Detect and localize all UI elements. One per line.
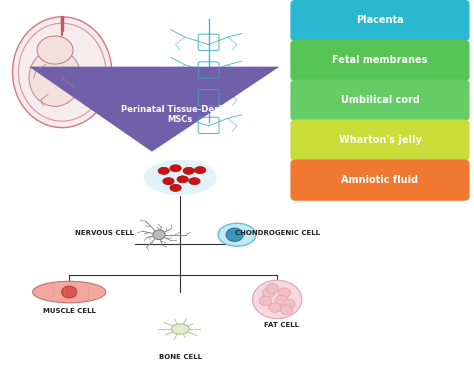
Text: Fetal membranes: Fetal membranes bbox=[332, 55, 428, 65]
Text: MUSCLE CELL: MUSCLE CELL bbox=[43, 308, 96, 314]
Text: FAT CELL: FAT CELL bbox=[264, 322, 300, 328]
Ellipse shape bbox=[218, 223, 256, 246]
Ellipse shape bbox=[12, 17, 112, 128]
Ellipse shape bbox=[144, 160, 217, 195]
Ellipse shape bbox=[29, 49, 81, 106]
Ellipse shape bbox=[194, 166, 206, 174]
Ellipse shape bbox=[183, 167, 194, 174]
Text: Placenta: Placenta bbox=[356, 15, 404, 25]
Ellipse shape bbox=[163, 178, 174, 185]
Polygon shape bbox=[29, 67, 280, 151]
FancyBboxPatch shape bbox=[291, 80, 470, 121]
Ellipse shape bbox=[177, 176, 188, 183]
Text: Perinatal Tissue-Derived
MSCs: Perinatal Tissue-Derived MSCs bbox=[121, 105, 239, 125]
Text: CHONDROGENIC CELL: CHONDROGENIC CELL bbox=[235, 230, 319, 236]
Circle shape bbox=[62, 286, 77, 298]
Circle shape bbox=[266, 283, 279, 293]
Text: NERVOUS CELL: NERVOUS CELL bbox=[75, 230, 134, 236]
Text: BONE CELL: BONE CELL bbox=[159, 354, 202, 360]
Text: Amniotic fluid: Amniotic fluid bbox=[341, 175, 419, 185]
FancyBboxPatch shape bbox=[291, 159, 470, 201]
Text: Wharton's jelly: Wharton's jelly bbox=[338, 135, 421, 145]
Circle shape bbox=[281, 305, 293, 315]
Circle shape bbox=[37, 36, 73, 64]
Circle shape bbox=[253, 280, 302, 319]
Circle shape bbox=[263, 288, 275, 298]
FancyBboxPatch shape bbox=[291, 120, 470, 161]
Ellipse shape bbox=[170, 184, 181, 191]
FancyBboxPatch shape bbox=[291, 40, 470, 81]
Ellipse shape bbox=[171, 324, 189, 334]
Ellipse shape bbox=[189, 178, 200, 185]
Circle shape bbox=[259, 296, 272, 306]
Text: Umbilical cord: Umbilical cord bbox=[340, 95, 419, 105]
Ellipse shape bbox=[170, 165, 181, 172]
Circle shape bbox=[276, 295, 288, 305]
FancyBboxPatch shape bbox=[291, 0, 470, 41]
Circle shape bbox=[278, 288, 291, 298]
Circle shape bbox=[226, 228, 243, 241]
Circle shape bbox=[153, 230, 165, 240]
Circle shape bbox=[269, 303, 281, 312]
Circle shape bbox=[283, 299, 295, 309]
Ellipse shape bbox=[33, 281, 106, 303]
Ellipse shape bbox=[158, 167, 169, 174]
